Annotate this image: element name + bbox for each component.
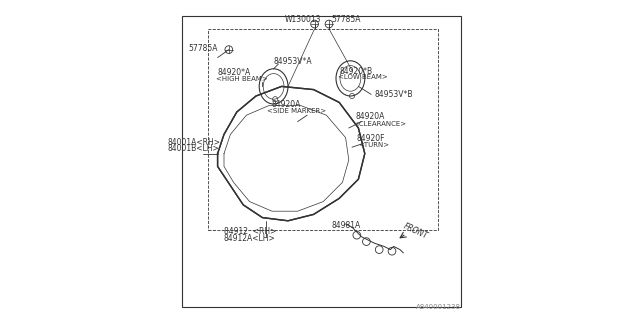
Text: 84953V*A: 84953V*A: [274, 57, 312, 66]
Text: <HIGH BEAM>: <HIGH BEAM>: [216, 76, 268, 82]
Text: 84920*B: 84920*B: [339, 67, 372, 76]
Text: 84920A: 84920A: [355, 112, 385, 121]
Text: <TURN>: <TURN>: [358, 142, 390, 148]
Polygon shape: [218, 86, 365, 221]
Text: A840001238: A840001238: [416, 304, 461, 310]
Text: <SIDE MARKER>: <SIDE MARKER>: [268, 108, 326, 114]
Text: 57785A: 57785A: [332, 15, 361, 24]
Text: 84912  <RH>: 84912 <RH>: [224, 228, 276, 236]
Text: 84001B<LH>: 84001B<LH>: [168, 144, 220, 153]
Text: <LOW BEAM>: <LOW BEAM>: [338, 75, 387, 80]
Text: 84953V*B: 84953V*B: [374, 90, 413, 99]
Text: 84920F: 84920F: [357, 134, 385, 143]
Text: 84920*A: 84920*A: [218, 68, 251, 77]
Text: FRONT: FRONT: [402, 221, 429, 241]
Text: 84981A: 84981A: [332, 221, 360, 230]
Text: <CLEARANCE>: <CLEARANCE>: [354, 121, 407, 127]
Text: W130013: W130013: [285, 15, 321, 24]
Text: 57785A: 57785A: [189, 44, 218, 53]
Text: 84001A<RH>: 84001A<RH>: [168, 138, 221, 147]
Text: 84912A<LH>: 84912A<LH>: [224, 234, 276, 243]
Text: 84920A: 84920A: [272, 100, 301, 109]
